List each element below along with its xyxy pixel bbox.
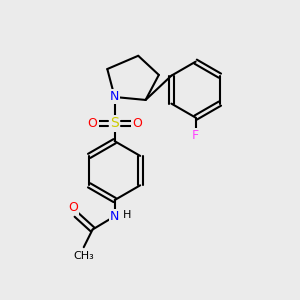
Text: N: N	[110, 91, 119, 103]
Text: H: H	[123, 210, 131, 220]
Text: S: S	[110, 116, 119, 130]
Text: N: N	[110, 210, 119, 223]
Text: O: O	[68, 201, 78, 214]
Text: F: F	[192, 129, 199, 142]
Text: O: O	[88, 117, 98, 130]
Text: CH₃: CH₃	[74, 251, 94, 261]
Text: O: O	[132, 117, 142, 130]
